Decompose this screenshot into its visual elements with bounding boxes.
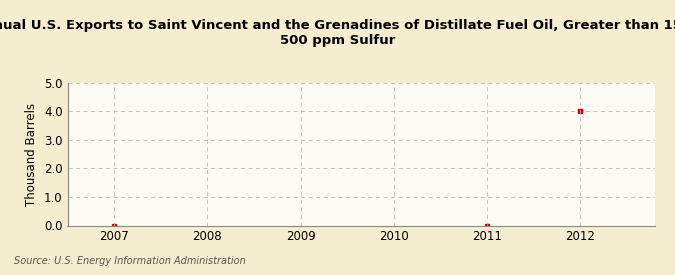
Text: Source: U.S. Energy Information Administration: Source: U.S. Energy Information Administ… (14, 256, 245, 266)
Y-axis label: Thousand Barrels: Thousand Barrels (26, 103, 38, 206)
Text: Annual U.S. Exports to Saint Vincent and the Grenadines of Distillate Fuel Oil, : Annual U.S. Exports to Saint Vincent and… (0, 19, 675, 47)
